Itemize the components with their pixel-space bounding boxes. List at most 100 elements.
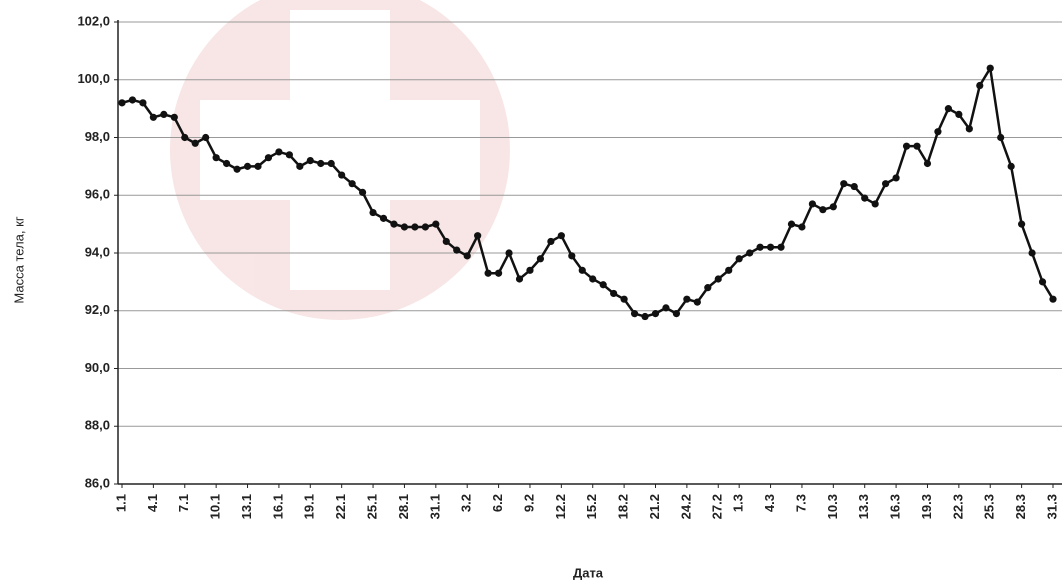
y-tick-label: 98,0	[85, 129, 110, 144]
data-point	[1007, 162, 1015, 170]
data-point	[766, 243, 775, 251]
data-point	[243, 162, 252, 170]
x-tick-label: 16.3	[888, 494, 903, 519]
data-point	[526, 266, 534, 274]
data-point	[547, 237, 555, 246]
data-point	[777, 243, 785, 251]
data-point	[1038, 278, 1047, 286]
x-tick-label: 9.2	[521, 494, 536, 512]
data-point	[264, 154, 273, 162]
x-tick-label: 1.3	[731, 494, 746, 512]
data-point	[442, 237, 450, 246]
data-point	[118, 99, 126, 107]
data-point	[589, 275, 597, 283]
data-point	[254, 162, 262, 170]
data-point	[693, 298, 701, 306]
data-point	[902, 142, 911, 150]
y-tick-label: 94,0	[85, 244, 110, 259]
data-point	[358, 188, 367, 196]
data-point	[882, 180, 890, 188]
data-point	[578, 266, 586, 274]
data-point	[390, 220, 398, 228]
data-point	[505, 249, 513, 257]
data-point	[212, 154, 220, 162]
data-point	[630, 310, 639, 318]
x-axis-label: Дата	[573, 565, 604, 580]
x-tick-label: 4.3	[762, 494, 777, 512]
y-axis-label: Масса тела, кг	[11, 216, 26, 303]
x-tick-label: 19.1	[302, 494, 317, 519]
data-point	[139, 99, 147, 107]
data-point	[369, 208, 377, 217]
data-point	[317, 159, 325, 168]
data-point	[683, 295, 691, 303]
x-tick-label: 3.2	[459, 494, 474, 512]
data-point	[494, 269, 503, 277]
x-tick-label: 15.2	[584, 494, 599, 519]
data-point	[1028, 249, 1036, 257]
data-point	[704, 284, 712, 292]
y-tick-label: 102,0	[77, 13, 110, 28]
x-tick-label: 19.3	[919, 494, 934, 519]
y-tick-label: 88,0	[85, 418, 110, 433]
y-tick-label: 90,0	[85, 360, 110, 375]
data-point	[976, 81, 984, 90]
data-point	[725, 266, 733, 274]
data-point	[620, 295, 628, 303]
x-tick-label: 16.1	[270, 494, 285, 519]
data-point	[819, 206, 827, 214]
data-point	[662, 304, 670, 312]
data-point	[651, 310, 660, 318]
data-point	[934, 128, 942, 136]
data-point	[296, 162, 304, 170]
x-tick-label: 25.3	[982, 494, 997, 519]
x-tick-label: 4.1	[145, 494, 160, 512]
data-point	[432, 220, 440, 228]
x-tick-label: 13.3	[856, 494, 871, 519]
data-point	[170, 113, 178, 121]
data-point	[191, 139, 199, 147]
data-point	[1049, 295, 1057, 303]
data-point	[285, 151, 293, 159]
x-tick-label: 18.2	[616, 494, 631, 519]
data-point	[610, 289, 618, 298]
x-tick-label: 10.3	[825, 494, 840, 519]
data-point	[379, 214, 388, 222]
x-tick-label: 22.1	[333, 494, 348, 519]
data-point	[484, 269, 492, 277]
y-tick-label: 92,0	[85, 302, 110, 317]
data-point	[965, 125, 973, 133]
data-point	[913, 142, 921, 150]
data-point	[568, 252, 576, 260]
x-tick-label: 22.3	[950, 494, 965, 519]
data-point	[400, 223, 409, 231]
x-tick-label: 13.1	[239, 494, 254, 519]
x-tick-label: 7.1	[176, 494, 191, 512]
data-point	[599, 281, 607, 289]
data-point	[892, 174, 900, 182]
data-point	[997, 133, 1005, 142]
data-point	[411, 223, 419, 231]
x-tick-label: 21.2	[647, 494, 662, 519]
x-tick-label: 28.1	[396, 494, 411, 519]
data-point	[181, 133, 189, 142]
data-point	[275, 148, 283, 156]
x-tick-label: 24.2	[678, 494, 693, 519]
data-point	[787, 220, 796, 228]
x-tick-label: 1.1	[113, 494, 128, 512]
data-point	[160, 110, 168, 118]
data-point	[714, 275, 722, 283]
x-tick-label: 27.2	[710, 494, 725, 519]
x-tick-label: 25.1	[364, 494, 379, 519]
data-point	[944, 105, 952, 113]
data-point	[840, 180, 848, 188]
data-point	[474, 232, 482, 240]
data-point	[923, 159, 932, 168]
data-point	[746, 249, 754, 257]
data-point	[641, 312, 649, 321]
data-point	[233, 165, 241, 173]
x-tick-label: 6.2	[490, 494, 505, 512]
data-point	[327, 159, 335, 168]
data-point	[202, 133, 210, 142]
data-point	[955, 110, 963, 118]
